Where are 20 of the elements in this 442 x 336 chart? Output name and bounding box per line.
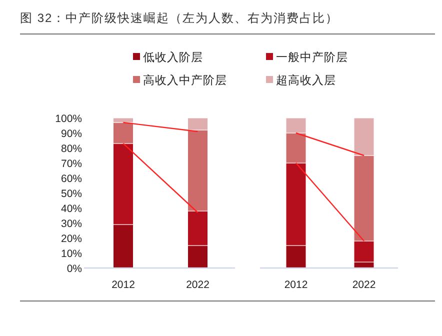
y-tick-label: 100% <box>55 113 82 125</box>
x-tick-label: 2022 <box>186 279 210 291</box>
y-tick-label: 40% <box>60 203 82 215</box>
y-tick-label: 70% <box>60 158 82 170</box>
y-tick-label: 10% <box>60 248 82 260</box>
chart-title: 图 32：中产阶级快速崛起（左为人数、右为消费占比） <box>20 11 339 25</box>
legend-label: 高收入中产阶层 <box>143 73 227 87</box>
x-tick-label: 2012 <box>284 279 308 291</box>
x-tick-label: 2012 <box>112 279 136 291</box>
legend-label: 低收入阶层 <box>143 50 203 64</box>
legend-label: 一般中产阶层 <box>276 50 348 64</box>
y-tick-label: 60% <box>60 173 82 185</box>
y-tick-label: 20% <box>60 233 82 245</box>
y-tick-label: 0% <box>66 263 82 275</box>
y-tick-label: 50% <box>60 188 82 200</box>
legend-label: 超高收入层 <box>276 73 336 87</box>
y-tick-label: 30% <box>60 218 82 230</box>
y-tick-label: 80% <box>60 143 82 155</box>
y-tick-label: 90% <box>60 128 82 140</box>
x-tick-label: 2022 <box>352 279 376 291</box>
